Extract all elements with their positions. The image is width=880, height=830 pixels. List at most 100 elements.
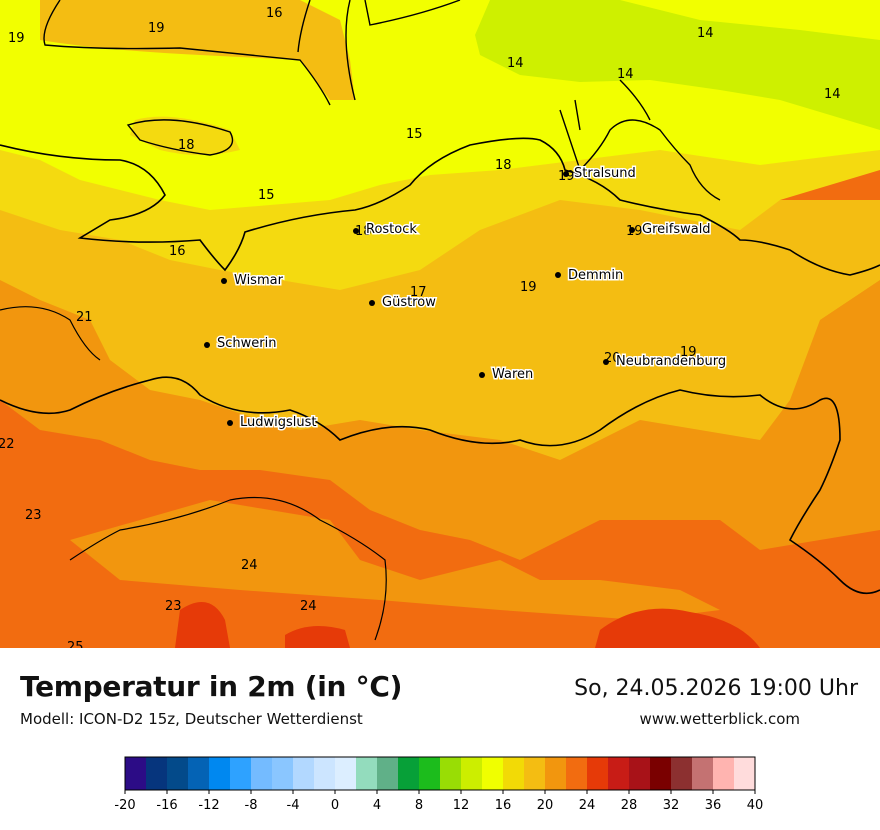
color-scale-bar [124,756,756,791]
city-name: Ludwigslust [240,415,317,430]
grid-value: 16 [169,244,186,259]
color-scale-cell [251,757,273,790]
city-marker [353,228,359,234]
grid-value: 14 [697,26,714,41]
color-scale-cell [692,757,714,790]
grid-value: 25 [67,640,84,648]
color-scale-cell [524,757,546,790]
city-neubrandenburg: 20 Neubrandenburg [603,351,728,371]
grid-value: 23 [25,508,42,523]
coastline [0,137,880,276]
color-scale-tick-label: 8 [415,798,423,813]
color-scale-cell [377,757,399,790]
color-scale-cell [146,757,168,790]
city-name: Neubrandenburg [616,354,726,369]
color-scale-cell [314,757,336,790]
grid-value: 19 [680,345,697,360]
grid-value: 19 [520,280,537,295]
color-scale-cell [671,757,693,790]
color-scale-cell [503,757,525,790]
color-scale-cell [650,757,672,790]
city-guestrow: Güstrow [369,294,438,312]
grid-value: 18 [495,158,512,173]
color-scale-tick-label: 24 [579,798,596,813]
color-scale-cell [545,757,567,790]
grid-value: 14 [507,56,524,71]
city-value: 19 [626,224,643,239]
city-marker [227,420,233,426]
color-scale-cell [608,757,630,790]
color-scale-cell [713,757,735,790]
grid-value: 14 [617,67,634,82]
color-scale-cell [482,757,504,790]
city-stralsund: 19 Stralsund [558,165,637,185]
grid-value: 16 [266,6,283,21]
color-scale-tick-label: 36 [705,798,722,813]
grid-value: 17 [410,285,427,300]
grid-value: 18 [178,138,195,153]
color-scale-cell [209,757,231,790]
color-scale-tick-label: 0 [331,798,339,813]
color-scale-cell [188,757,210,790]
district-border [69,496,387,641]
city-name: Wismar [234,273,284,288]
temperature-map: 19 16 19 14 14 14 14 18 15 18 15 16 17 1… [0,0,880,648]
city-waren: Waren [479,366,535,384]
color-scale-tick-label: -8 [245,798,258,813]
city-name: Waren [492,367,533,382]
color-scale-cell [272,757,294,790]
color-scale-tick-label: -12 [198,798,219,813]
color-scale-cell [461,757,483,790]
city-marker [369,300,375,306]
grid-value: 19 [148,21,165,36]
grid-value: 21 [76,310,93,325]
color-scale-tick-label: 40 [747,798,764,813]
map-title: Temperatur in 2m (in °C) [20,670,403,703]
color-scale-cell [419,757,441,790]
color-scale-cell [734,757,756,790]
city-marker [555,272,561,278]
city-name: Demmin [568,268,623,283]
color-scale-cell [398,757,420,790]
city-ludwigslust: Ludwigslust [227,414,318,432]
color-scale-cell [167,757,189,790]
color-scale-tick-label: -4 [287,798,300,813]
city-marker [204,342,210,348]
color-scale-cell [293,757,315,790]
city-name: Güstrow [382,295,436,310]
color-scale-cell [230,757,252,790]
color-scale-tick-label: 32 [663,798,680,813]
city-name: Greifswald [642,222,711,237]
grid-value: 24 [300,599,317,614]
website-label: www.wetterblick.com [639,710,800,728]
city-value: 18 [355,224,372,239]
city-name: Schwerin [217,336,276,351]
color-scale: -20 -16 -12 -8 -4 0 4 8 12 16 20 24 28 32 36 40 [115,756,764,813]
color-scale-cell [587,757,609,790]
color-scale-border [124,756,756,791]
color-scale-tick-label: 4 [373,798,381,813]
grid-value: 23 [165,599,182,614]
model-info: Modell: ICON-D2 15z, Deutscher Wetterdie… [20,710,363,728]
color-scale-cell [356,757,378,790]
city-marker [563,171,569,177]
city-schwerin: Schwerin [204,335,278,353]
color-scale-cell [566,757,588,790]
city-value: 19 [558,169,575,184]
grid-value: 24 [241,558,258,573]
color-scale-tick-label: 20 [537,798,554,813]
city-demmin: Demmin [555,267,625,285]
color-scale-cell [335,757,357,790]
city-value: 20 [604,351,621,366]
city-marker [479,372,485,378]
state-border [0,376,880,595]
color-scale-cell [440,757,462,790]
city-marker [221,278,227,284]
grid-values: 19 16 19 14 14 14 14 18 15 18 15 16 17 1… [0,6,841,648]
grid-value: 19 [8,31,25,46]
city-marker [629,227,635,233]
city-marker [603,359,609,365]
color-scale-tick-label: -20 [115,798,136,813]
grid-value: 22 [0,437,15,452]
city-rostock: 18 Rostock [353,221,419,239]
